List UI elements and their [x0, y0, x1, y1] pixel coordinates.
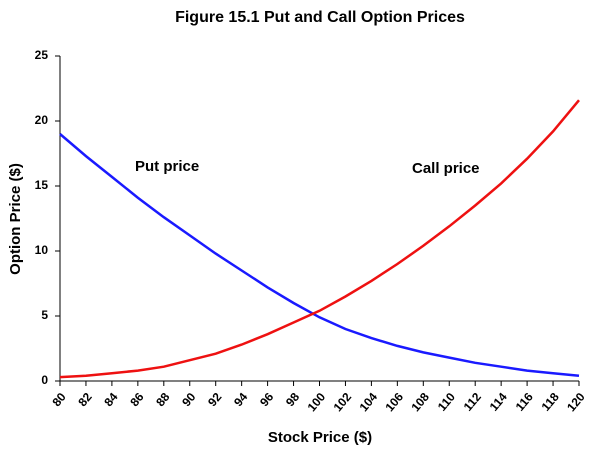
y-tick-label: 20 [35, 113, 49, 127]
y-tick-label: 5 [41, 308, 48, 322]
x-tick-label: 108 [408, 390, 432, 415]
x-tick-label: 82 [75, 390, 95, 409]
y-tick-label: 10 [35, 243, 49, 257]
x-tick-label: 84 [101, 390, 121, 409]
x-tick-label: 110 [435, 390, 458, 414]
x-tick-label: 98 [283, 390, 303, 409]
x-tick-label: 100 [305, 390, 329, 415]
x-tick-label: 92 [205, 390, 225, 409]
y-tick-label: 15 [35, 178, 49, 192]
series-label: Call price [412, 160, 480, 177]
x-tick-label: 80 [49, 390, 69, 409]
x-tick-label: 90 [179, 390, 199, 409]
x-tick-label: 114 [487, 390, 510, 414]
y-tick-label: 0 [41, 373, 48, 387]
x-tick-label: 120 [564, 390, 588, 415]
y-tick-label: 25 [35, 48, 49, 62]
x-tick-label: 112 [461, 390, 484, 414]
x-tick-label: 106 [382, 390, 406, 415]
x-tick-label: 94 [231, 390, 251, 409]
chart-title: Figure 15.1 Put and Call Option Prices [175, 9, 465, 26]
series-label: Put price [135, 158, 199, 175]
x-tick-label: 116 [513, 390, 536, 414]
x-tick-label: 96 [257, 390, 277, 409]
x-tick-label: 104 [357, 390, 381, 415]
x-tick-label: 86 [127, 390, 147, 409]
series-line [59, 133, 580, 378]
x-tick-label: 102 [331, 390, 355, 415]
x-tick-label: 118 [539, 390, 562, 414]
x-tick-label: 88 [153, 390, 173, 409]
x-axis-label: Stock Price ($) [268, 429, 372, 446]
series-line [59, 99, 580, 379]
y-axis-label: Option Price ($) [7, 163, 24, 275]
